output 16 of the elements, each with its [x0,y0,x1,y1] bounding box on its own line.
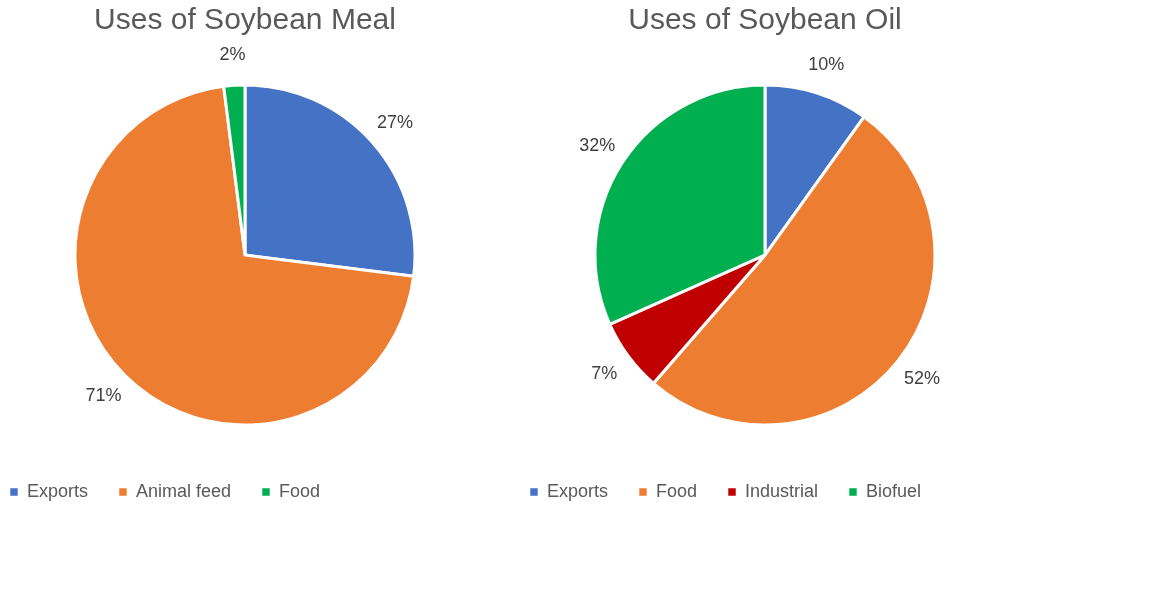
legend-label: Food [656,481,698,501]
data-label: 10% [808,53,845,74]
data-label: 7% [591,363,618,384]
legend-label: Exports [547,481,609,501]
data-label: 32% [579,135,616,156]
legend-label: Exports [27,481,89,501]
data-label: 52% [903,368,940,388]
data-label: 27% [377,111,414,132]
chart-title: Uses of Soybean Oil [628,2,902,35]
data-label: 2% [219,44,246,65]
legend-label: Biofuel [866,481,922,501]
chart-title: Uses of Soybean Meal [94,2,396,35]
data-label: 71% [85,385,122,406]
legend-label: Industrial [745,481,819,501]
legend-label: Food [279,481,321,501]
legend-label: Animal feed [136,481,232,501]
